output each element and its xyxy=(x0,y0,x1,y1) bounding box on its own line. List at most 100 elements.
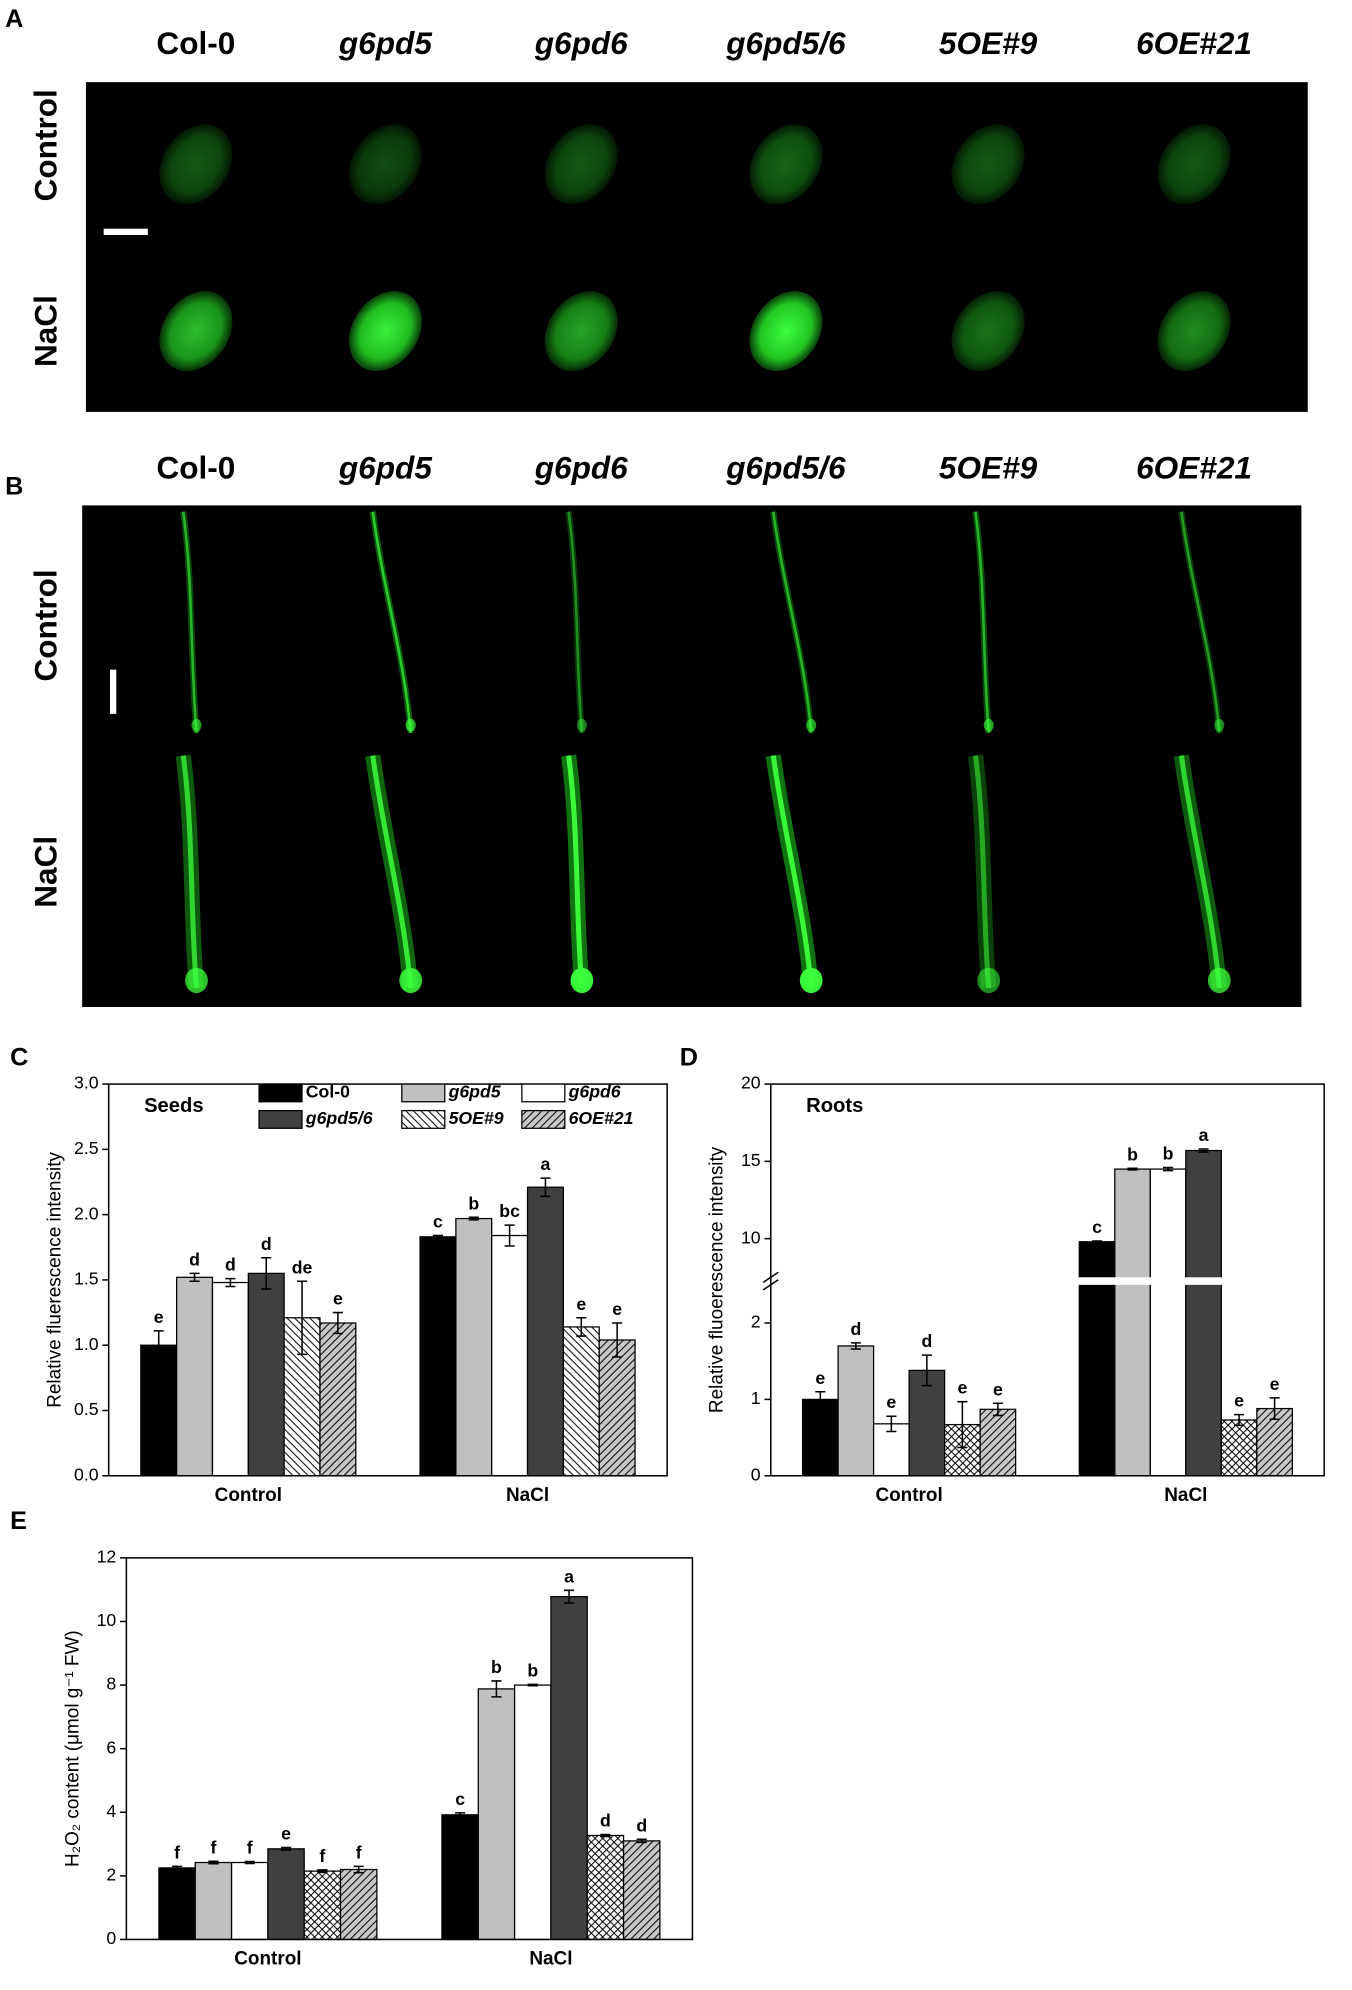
significance-letter: f xyxy=(210,1837,216,1857)
root-image xyxy=(180,755,200,989)
y-tick-label: 8 xyxy=(106,1674,116,1694)
error-bar xyxy=(992,1402,1003,1417)
root-tip xyxy=(806,718,817,732)
bar xyxy=(477,1688,516,1941)
x-tick-label: Control xyxy=(215,1485,282,1506)
column-label: g6pd5/6 xyxy=(725,449,846,485)
seed-image xyxy=(348,291,422,371)
error-bar xyxy=(1091,1240,1103,1244)
bar xyxy=(176,1276,214,1477)
legend-swatch xyxy=(401,1083,446,1103)
bar xyxy=(419,1236,457,1477)
error-bar xyxy=(1163,1166,1174,1172)
y-tick-label: 3.0 xyxy=(74,1073,99,1093)
root-tip xyxy=(191,718,202,732)
image-panel-b xyxy=(82,505,1302,1008)
y-tick-label: 2.5 xyxy=(74,1138,99,1158)
y-tick-label: 4 xyxy=(106,1801,116,1821)
legend-swatch xyxy=(521,1083,566,1103)
y-tick-label: 1 xyxy=(751,1388,761,1408)
y-tick-label: 0.5 xyxy=(74,1399,99,1419)
significance-letter: e xyxy=(886,1392,896,1412)
significance-letter: d xyxy=(189,1249,200,1269)
significance-letter: d xyxy=(261,1234,272,1254)
plot-frame xyxy=(125,1557,694,1941)
error-bar xyxy=(815,1391,826,1408)
bar xyxy=(598,1339,636,1477)
bar xyxy=(1114,1168,1151,1477)
significance-letter: a xyxy=(1199,1125,1209,1145)
significance-letter: d xyxy=(850,1319,861,1339)
bar xyxy=(211,1281,249,1477)
significance-letter: d xyxy=(600,1811,611,1831)
significance-letter: b xyxy=(491,1657,502,1677)
root-tip xyxy=(405,718,416,732)
bar xyxy=(1078,1241,1116,1477)
root-image xyxy=(565,511,586,734)
root-tip xyxy=(1214,718,1225,732)
bar xyxy=(526,1186,565,1477)
panel-label: D xyxy=(680,1043,698,1071)
column-label: Col-0 xyxy=(156,449,235,485)
y-tick-label: 2.0 xyxy=(74,1203,99,1223)
error-bar xyxy=(153,1330,164,1361)
root-tip xyxy=(576,718,587,732)
significance-letter: a xyxy=(541,1154,551,1174)
y-tick-label: 1.5 xyxy=(74,1269,99,1289)
y-tick-label: 6 xyxy=(106,1737,116,1757)
seed-image xyxy=(544,124,618,205)
error-bar xyxy=(1198,1148,1209,1153)
axis-break xyxy=(763,1277,1322,1285)
column-label: Col-0 xyxy=(156,25,235,61)
error-bar xyxy=(468,1216,479,1221)
seed-image xyxy=(159,124,233,205)
y-tick-label: 10 xyxy=(97,1610,117,1630)
error-bar xyxy=(1269,1397,1280,1421)
root-tip xyxy=(570,967,594,994)
root-image xyxy=(972,755,992,989)
root-tip xyxy=(185,967,208,994)
seed-image xyxy=(544,291,618,371)
significance-letter: e xyxy=(281,1824,291,1844)
column-label: g6pd5 xyxy=(338,25,432,61)
bar xyxy=(1185,1149,1222,1477)
significance-letter: d xyxy=(225,1255,236,1275)
chart-title: Roots xyxy=(806,1095,863,1117)
bar xyxy=(230,1861,269,1941)
x-tick-label: NaCl xyxy=(506,1485,549,1506)
significance-letter: f xyxy=(319,1846,325,1866)
significance-letter: c xyxy=(1092,1217,1102,1237)
y-axis-label: H₂O₂ content (μmol g⁻¹ FW) xyxy=(62,1630,83,1867)
error-bar xyxy=(921,1354,932,1387)
scale-bar xyxy=(109,669,117,714)
seed-image xyxy=(348,124,422,205)
root-image xyxy=(370,755,414,989)
error-bar xyxy=(353,1865,364,1874)
root-tip xyxy=(1207,967,1231,994)
significance-letter: e xyxy=(957,1378,967,1398)
column-label: 5OE#9 xyxy=(939,25,1038,61)
significance-letter: a xyxy=(564,1566,574,1586)
bar xyxy=(339,1868,378,1941)
y-tick-label: 20 xyxy=(741,1073,761,1093)
significance-letter: c xyxy=(455,1789,465,1809)
x-tick-label: NaCl xyxy=(529,1949,572,1970)
significance-letter: b xyxy=(468,1193,479,1213)
column-label: g6pd6 xyxy=(534,25,628,61)
panel-label: A xyxy=(5,5,23,33)
bar xyxy=(550,1596,588,1941)
error-bar xyxy=(208,1860,219,1865)
y-tick-label: 2 xyxy=(751,1312,761,1332)
error-bar xyxy=(957,1400,968,1449)
significance-letter: f xyxy=(356,1842,362,1862)
y-tick-label: 0 xyxy=(106,1928,116,1948)
scale-bar xyxy=(103,228,148,236)
bar xyxy=(979,1408,1017,1477)
significance-letter: b xyxy=(1163,1144,1174,1164)
x-tick-label: NaCl xyxy=(1164,1485,1207,1506)
seed-image xyxy=(749,291,823,371)
bar xyxy=(140,1344,178,1477)
error-bar xyxy=(172,1865,183,1871)
error-bar xyxy=(491,1680,502,1698)
